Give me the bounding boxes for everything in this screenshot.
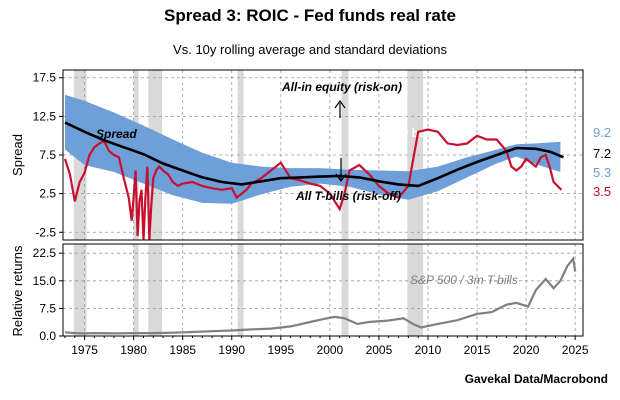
y-tick-label: 0.0 xyxy=(39,329,56,343)
spread-y-axis: 17.5 12.5 7.5 2.5 -2.5 xyxy=(33,71,63,239)
risk-off-arrow xyxy=(335,158,347,183)
relative-returns-panel: 22.5 15.0 7.5 0.0 1975 1980 1985 1990 1995 2000 2… xyxy=(10,243,589,357)
relative-y-axis-label: Relative returns xyxy=(10,245,25,337)
recession-bar xyxy=(148,244,163,336)
relative-recession-shading xyxy=(73,244,424,336)
x-tick-label: 1995 xyxy=(267,343,294,357)
end-value-label: 5.3 xyxy=(593,165,611,180)
relative-returns-background xyxy=(63,244,583,336)
x-tick-label: 2000 xyxy=(317,343,344,357)
x-tick-label: 2015 xyxy=(464,343,491,357)
risk-on-arrow xyxy=(334,99,346,118)
recession-bar xyxy=(407,70,424,240)
risk-off-label: All T-bills (risk-off) xyxy=(295,189,401,203)
std-dev-band-label: Std dev bands xyxy=(365,126,447,140)
std-dev-band xyxy=(65,94,561,204)
x-tick-label: 1980 xyxy=(120,343,147,357)
recession-bar xyxy=(237,70,244,240)
relative-returns-border xyxy=(62,243,584,337)
relative-y-axis: 22.5 15.0 7.5 0.0 xyxy=(33,246,63,343)
spread-panel: Std dev bands 17.512.57.52.5-2.5 Spread … xyxy=(10,69,611,241)
recession-bar xyxy=(341,244,349,336)
chart-subtitle: Vs. 10y rolling average and standard dev… xyxy=(173,42,447,57)
recession-bar xyxy=(73,244,87,336)
recession-bar xyxy=(407,244,424,336)
x-tick-label: 2010 xyxy=(415,343,442,357)
y-tick-label: 15.0 xyxy=(33,274,57,288)
end-value-label: 3.5 xyxy=(593,184,611,199)
source-note: Gavekal Data/Macrobond xyxy=(464,372,608,386)
sp500-tbills-label: S&P 500 / 3m T-bills xyxy=(410,273,518,287)
x-tick-label: 1975 xyxy=(71,343,98,357)
recession-bar xyxy=(237,244,244,336)
relative-gridlines xyxy=(63,244,583,336)
sp500-tbills-line xyxy=(64,256,577,335)
y-tick-label: 7.5 xyxy=(39,148,56,162)
end-value-label: 7.2 xyxy=(593,146,611,161)
x-tick-label: 1985 xyxy=(169,343,196,357)
y-tick-label: 12.5 xyxy=(33,109,57,123)
spread-series-label: Spread xyxy=(96,127,137,141)
x-tick-label: 2020 xyxy=(513,343,540,357)
chart-title: Spread 3: ROIC - Fed funds real rate xyxy=(164,6,456,25)
x-axis: 1975 1980 1985 1990 1995 2000 2005 2010 2015 2020… xyxy=(64,336,589,357)
rolling-average-line xyxy=(64,121,564,188)
y-tick-label: 2.5 xyxy=(39,187,56,201)
recession-bar xyxy=(133,244,139,336)
y-tick-label: 22.5 xyxy=(33,246,57,260)
x-tick-label: 1990 xyxy=(218,343,245,357)
y-tick-label: 7.5 xyxy=(39,301,56,315)
x-tick-label: 2005 xyxy=(366,343,393,357)
y-tick-label: 17.5 xyxy=(33,71,57,85)
risk-on-label: All-in equity (risk-on) xyxy=(281,80,402,94)
spread-y-axis-label: Spread xyxy=(10,134,25,176)
y-tick-label: -2.5 xyxy=(35,225,56,239)
end-value-label: 9.2 xyxy=(593,125,611,140)
x-tick-label: 2025 xyxy=(562,343,589,357)
end-value-labels: 9.2 7.2 5.3 3.5 xyxy=(593,125,611,199)
